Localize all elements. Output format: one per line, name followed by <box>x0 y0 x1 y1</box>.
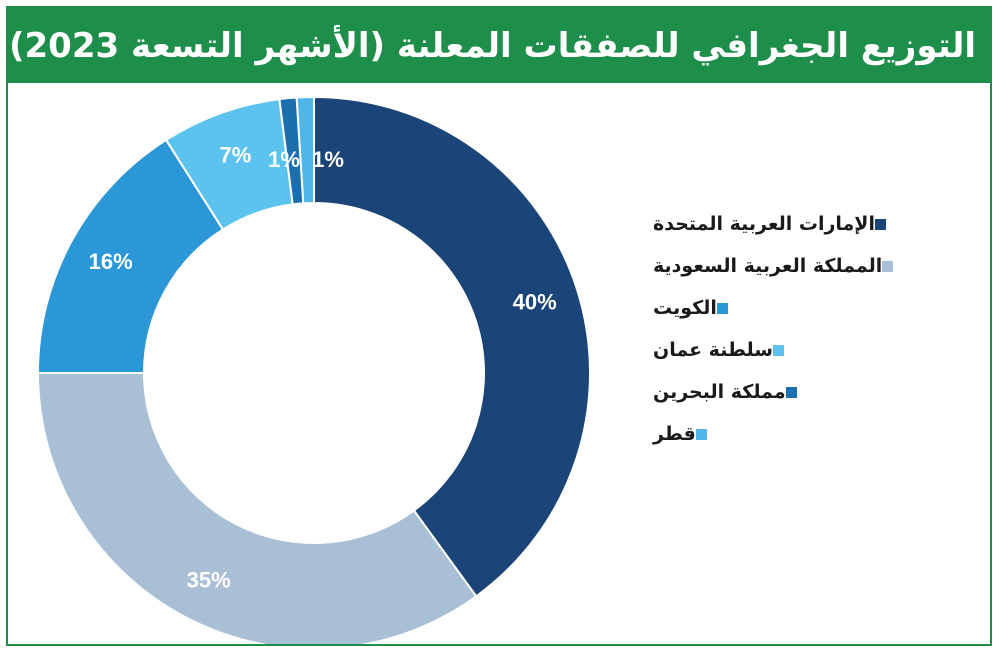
legend-label: سلطنة عمان <box>653 339 773 361</box>
title-bar: التوزيع الجغرافي للصفقات المعلنة (الأشهر… <box>8 8 990 83</box>
slice-label-3: 16% <box>89 249 133 274</box>
slice-label-1: 40% <box>513 289 557 314</box>
legend-label: الكويت <box>653 297 717 319</box>
legend-item-1: الإمارات العربية المتحدة <box>653 203 943 245</box>
slice-label-4: 7% <box>220 143 252 168</box>
donut-slice-1 <box>313 95 591 598</box>
slice-label-6: 1% <box>312 147 344 172</box>
donut-slice-2 <box>36 372 478 644</box>
legend-swatch <box>772 344 784 356</box>
legend-item-5: مملكة البحرين <box>653 371 943 413</box>
legend-swatch <box>882 260 894 272</box>
donut-slice-labels: 40% 35% 16% 7% 1% 1% <box>89 143 557 593</box>
legend-label: مملكة البحرين <box>653 381 786 403</box>
legend-label: قطر <box>653 423 696 445</box>
legend-item-3: الكويت <box>653 287 943 329</box>
legend-label: المملكة العربية السعودية <box>653 255 883 277</box>
legend-swatch <box>695 428 707 440</box>
legend-item-6: قطر <box>653 413 943 455</box>
chart-title: التوزيع الجغرافي للصفقات المعلنة (الأشهر… <box>8 25 976 66</box>
slice-label-5: 1% <box>268 147 300 172</box>
legend-swatch <box>716 302 728 314</box>
chart-legend: الإمارات العربية المتحدة المملكة العربية … <box>653 203 943 455</box>
donut-slices <box>36 95 591 644</box>
legend-swatch <box>874 218 886 230</box>
legend-item-2: المملكة العربية السعودية <box>653 245 943 287</box>
donut-slice-6 <box>295 95 315 205</box>
donut-slice-3 <box>36 138 225 374</box>
legend-swatch <box>785 386 797 398</box>
donut-chart: 40% 35% 16% 7% 1% 1% <box>36 95 591 644</box>
slice-label-2: 35% <box>187 568 231 593</box>
chart-frame: التوزيع الجغرافي للصفقات المعلنة (الأشهر… <box>6 6 992 646</box>
legend-label: الإمارات العربية المتحدة <box>653 213 875 235</box>
legend-item-4: سلطنة عمان <box>653 329 943 371</box>
